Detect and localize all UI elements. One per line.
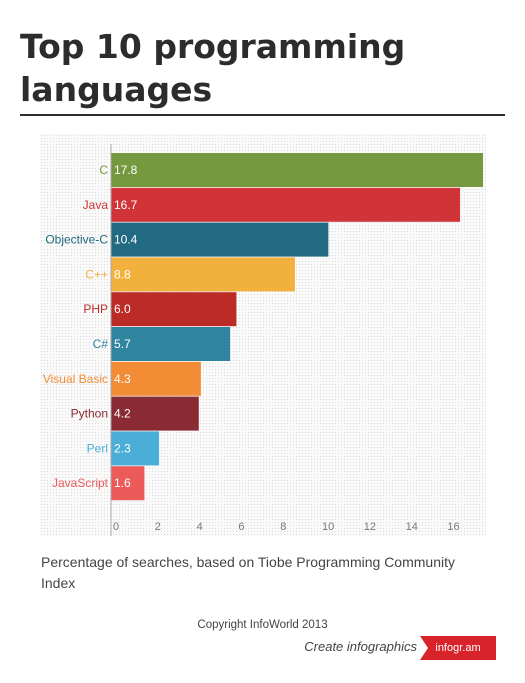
value-label: 1.6 <box>114 476 131 490</box>
copyright-text: Copyright InfoWorld 2013 <box>197 619 328 631</box>
category-label: Perl <box>87 441 108 455</box>
x-tick-label: 2 <box>155 521 161 533</box>
x-tick-label: 6 <box>238 521 244 533</box>
value-label: 5.7 <box>114 337 131 351</box>
category-label: C++ <box>85 267 108 281</box>
value-label: 4.3 <box>114 372 131 386</box>
bar-4 <box>111 292 237 327</box>
category-label: Objective-C <box>45 233 108 247</box>
category-label: Visual Basic <box>43 372 108 386</box>
value-label: 16.7 <box>114 198 138 212</box>
x-tick-label: 10 <box>322 521 334 533</box>
value-label: 17.8 <box>114 163 138 177</box>
chart-title: Top 10 programming languages <box>20 27 406 109</box>
bar-5 <box>111 327 231 361</box>
category-label: Java <box>83 198 109 212</box>
bar-8 <box>111 431 160 466</box>
value-label: 4.2 <box>114 407 131 421</box>
bar-1 <box>111 187 461 222</box>
category-label: C <box>99 163 108 177</box>
plot-area: C 17.8 Java 16.7 Objective-C 10.4 C++ 8.8 PHP 6.0… <box>40 134 486 536</box>
create-infographics-link[interactable]: Create infographics <box>304 639 417 654</box>
x-tick-label: 8 <box>280 521 286 533</box>
bar-9 <box>111 466 145 501</box>
bar-6 <box>111 361 201 396</box>
badge-notch <box>420 636 428 660</box>
bar-0 <box>111 153 484 187</box>
title-divider <box>20 114 505 116</box>
bar-3 <box>111 257 295 292</box>
infogram-badge[interactable]: infogr.am <box>420 636 496 660</box>
x-tick-label: 16 <box>447 521 459 533</box>
x-tick-label: 12 <box>364 521 376 533</box>
category-label: C# <box>93 337 109 351</box>
value-label: 2.3 <box>114 441 131 455</box>
category-label: Python <box>71 407 108 421</box>
x-tick-label: 14 <box>406 521 418 533</box>
x-tick-label: 0 <box>113 521 119 533</box>
bar-2 <box>111 222 329 257</box>
value-label: 10.4 <box>114 233 138 247</box>
category-label: PHP <box>83 302 108 316</box>
category-label: JavaScript <box>52 476 109 490</box>
chart-subtitle: Percentage of searches, based on Tiobe P… <box>41 554 455 591</box>
value-label: 8.8 <box>114 267 131 281</box>
x-tick-label: 4 <box>197 521 203 533</box>
value-label: 6.0 <box>114 302 131 316</box>
bar-chart: C 17.8 Java 16.7 Objective-C 10.4 C++ 8.8 PHP 6.0… <box>43 144 484 536</box>
bar-7 <box>111 396 199 431</box>
